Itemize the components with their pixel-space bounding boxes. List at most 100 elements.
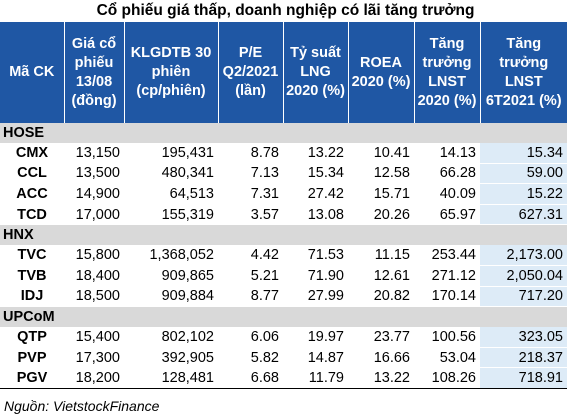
- table-cell: 15.34: [307, 165, 344, 182]
- table-cell: 12.61: [373, 267, 410, 284]
- table-cell: 718.91: [480, 367, 567, 389]
- table-cell: 15.22: [480, 183, 567, 205]
- table-cell: 66.28: [439, 165, 476, 182]
- table-cell: 15,800: [75, 247, 120, 264]
- stock-table: Mã CK Giá cổ phiếu 13/08 (đồng) KLGDTB 3…: [0, 22, 567, 389]
- table-cell: 392,905: [161, 349, 214, 366]
- table-cell: 15.34: [480, 143, 567, 164]
- table-cell: 13.22: [307, 145, 344, 162]
- table-cell: 14.87: [307, 349, 344, 366]
- table-cell: 27.99: [307, 288, 344, 305]
- table-row: CCL 13,500 480,341 7.13 15.34 12.58 66.28 59.00: [0, 163, 567, 185]
- table-cell: 20.26: [373, 206, 410, 223]
- header-tang-truong-2020: Tăng trưởng LNST 2020 (%): [413, 22, 480, 123]
- exchange-name: UPCoM: [0, 306, 567, 328]
- table-cell: 5.21: [250, 267, 279, 284]
- stock-code: TVB: [17, 267, 47, 284]
- table-cell: 909,884: [161, 288, 214, 305]
- stock-code: ACC: [16, 185, 48, 202]
- exchange-group-row: HNX: [0, 224, 567, 246]
- table-cell: 59.00: [480, 163, 567, 185]
- table-cell: 65.97: [439, 206, 476, 223]
- table-cell: 7.31: [250, 185, 279, 202]
- table-cell: 7.13: [250, 165, 279, 182]
- table-cell: 100.56: [431, 329, 476, 346]
- table-cell: 17,300: [75, 349, 120, 366]
- exchange-group-row: HOSE: [0, 123, 567, 143]
- table-cell: 11.15: [374, 247, 410, 264]
- table-cell: 802,102: [161, 329, 214, 346]
- stock-code: QTP: [17, 329, 47, 346]
- table-cell: 271.12: [431, 267, 476, 284]
- stock-code: IDJ: [20, 288, 44, 305]
- source-note: Nguồn: VietstockFinance: [4, 398, 160, 414]
- stock-code: PVP: [17, 349, 47, 366]
- table-cell: 23.77: [373, 329, 410, 346]
- exchange-group-row: UPCoM: [0, 306, 567, 328]
- table-cell: 6.68: [218, 367, 283, 389]
- stock-code: TCD: [17, 206, 47, 223]
- table-cell: 27.42: [307, 185, 344, 202]
- exchange-name: HNX: [0, 224, 567, 246]
- table-cell: 5.82: [250, 349, 279, 366]
- table-row: ACC 14,900 64,513 7.31 27.42 15.71 40.09 15.22: [0, 183, 567, 205]
- table-cell: 2,173.00: [480, 245, 567, 266]
- table-cell: 13.22: [348, 367, 414, 389]
- table-cell: 18,400: [75, 267, 120, 284]
- table-cell: 4.42: [250, 247, 279, 264]
- table-row: PVP 17,300 392,905 5.82 14.87 16.66 53.04 218.3…: [0, 347, 567, 369]
- table-cell: 17,000: [75, 206, 120, 223]
- header-row: Mã CK Giá cổ phiếu 13/08 (đồng) KLGDTB 3…: [0, 22, 567, 123]
- table-cell: 64,513: [169, 185, 214, 202]
- table-title: Cổ phiếu giá thấp, doanh nghiệp có lãi t…: [96, 2, 475, 19]
- stock-code: CCL: [17, 165, 47, 182]
- table-cell: 16.66: [373, 349, 410, 366]
- table-cell: 8.77: [250, 288, 279, 305]
- table-cell: 18,200: [64, 367, 124, 389]
- table-cell: 8.78: [250, 145, 279, 162]
- exchange-name: HOSE: [0, 123, 567, 143]
- table-cell: 155,319: [161, 206, 214, 223]
- stock-code: TVC: [17, 247, 47, 264]
- table-cell: 323.05: [480, 327, 567, 348]
- table-cell: 627.31: [480, 204, 567, 226]
- stock-code: PGV: [0, 367, 64, 389]
- table-cell: 53.04: [439, 349, 476, 366]
- header-klgdtb: KLGDTB 30 phiên (cp/phiên): [123, 22, 218, 123]
- table-cell: 909,865: [161, 267, 214, 284]
- table-cell: 195,431: [161, 145, 214, 162]
- header-ty-suat-lng: Tỷ suất LNG 2020 (%): [282, 22, 348, 123]
- table-cell: 15.71: [373, 185, 410, 202]
- table-row: TCD 17,000 155,319 3.57 13.08 20.26 65.97 627.3…: [0, 204, 567, 226]
- table-cell: 13.08: [307, 206, 344, 223]
- table-cell: 71.53: [307, 247, 344, 264]
- table-cell: 1,368,052: [149, 247, 214, 264]
- header-gia: Giá cổ phiếu 13/08 (đồng): [63, 22, 124, 123]
- header-roea: ROEA 2020 (%): [347, 22, 414, 123]
- table-cell: 170.14: [431, 288, 476, 305]
- table-cell: 2,050.04: [480, 265, 567, 287]
- table-cell: 12.58: [373, 165, 410, 182]
- table-cell: 480,341: [161, 165, 214, 182]
- table-body: HOSE CMX 13,150 195,431 8.78 13.22 10.41 14.13 1…: [0, 123, 567, 389]
- table-cell: 717.20: [480, 286, 567, 308]
- header-ma-ck: Mã CK: [0, 22, 64, 123]
- table-cell: 11.79: [283, 367, 348, 389]
- table-row: TVB 18,400 909,865 5.21 71.90 12.61 271.12 2,05…: [0, 265, 567, 287]
- table-cell: 19.97: [307, 329, 344, 346]
- header-pe: P/E Q2/2021 (lần): [217, 22, 283, 123]
- table-cell: 20.82: [373, 288, 410, 305]
- table-cell: 10.41: [373, 145, 410, 162]
- table-cell: 13,500: [75, 165, 120, 182]
- table-cell: 253.44: [431, 247, 476, 264]
- table-row: TVC 15,800 1,368,052 4.42 71.53 11.15 253.44 2,…: [0, 245, 567, 266]
- table-cell: 218.37: [480, 347, 567, 369]
- table-cell: 40.09: [439, 185, 476, 202]
- stock-code: CMX: [15, 145, 49, 162]
- header-tang-truong-6t2021: Tăng trưởng LNST 6T2021 (%): [479, 22, 567, 123]
- table-cell: 6.06: [250, 329, 279, 346]
- table-row: PGV 18,200 128,481 6.68 11.79 13.22 108.26 718.…: [0, 367, 567, 389]
- table-cell: 13,150: [75, 145, 120, 162]
- table-cell: 14.13: [439, 145, 476, 162]
- table-row: IDJ 18,500 909,884 8.77 27.99 20.82 170.14 717.…: [0, 286, 567, 308]
